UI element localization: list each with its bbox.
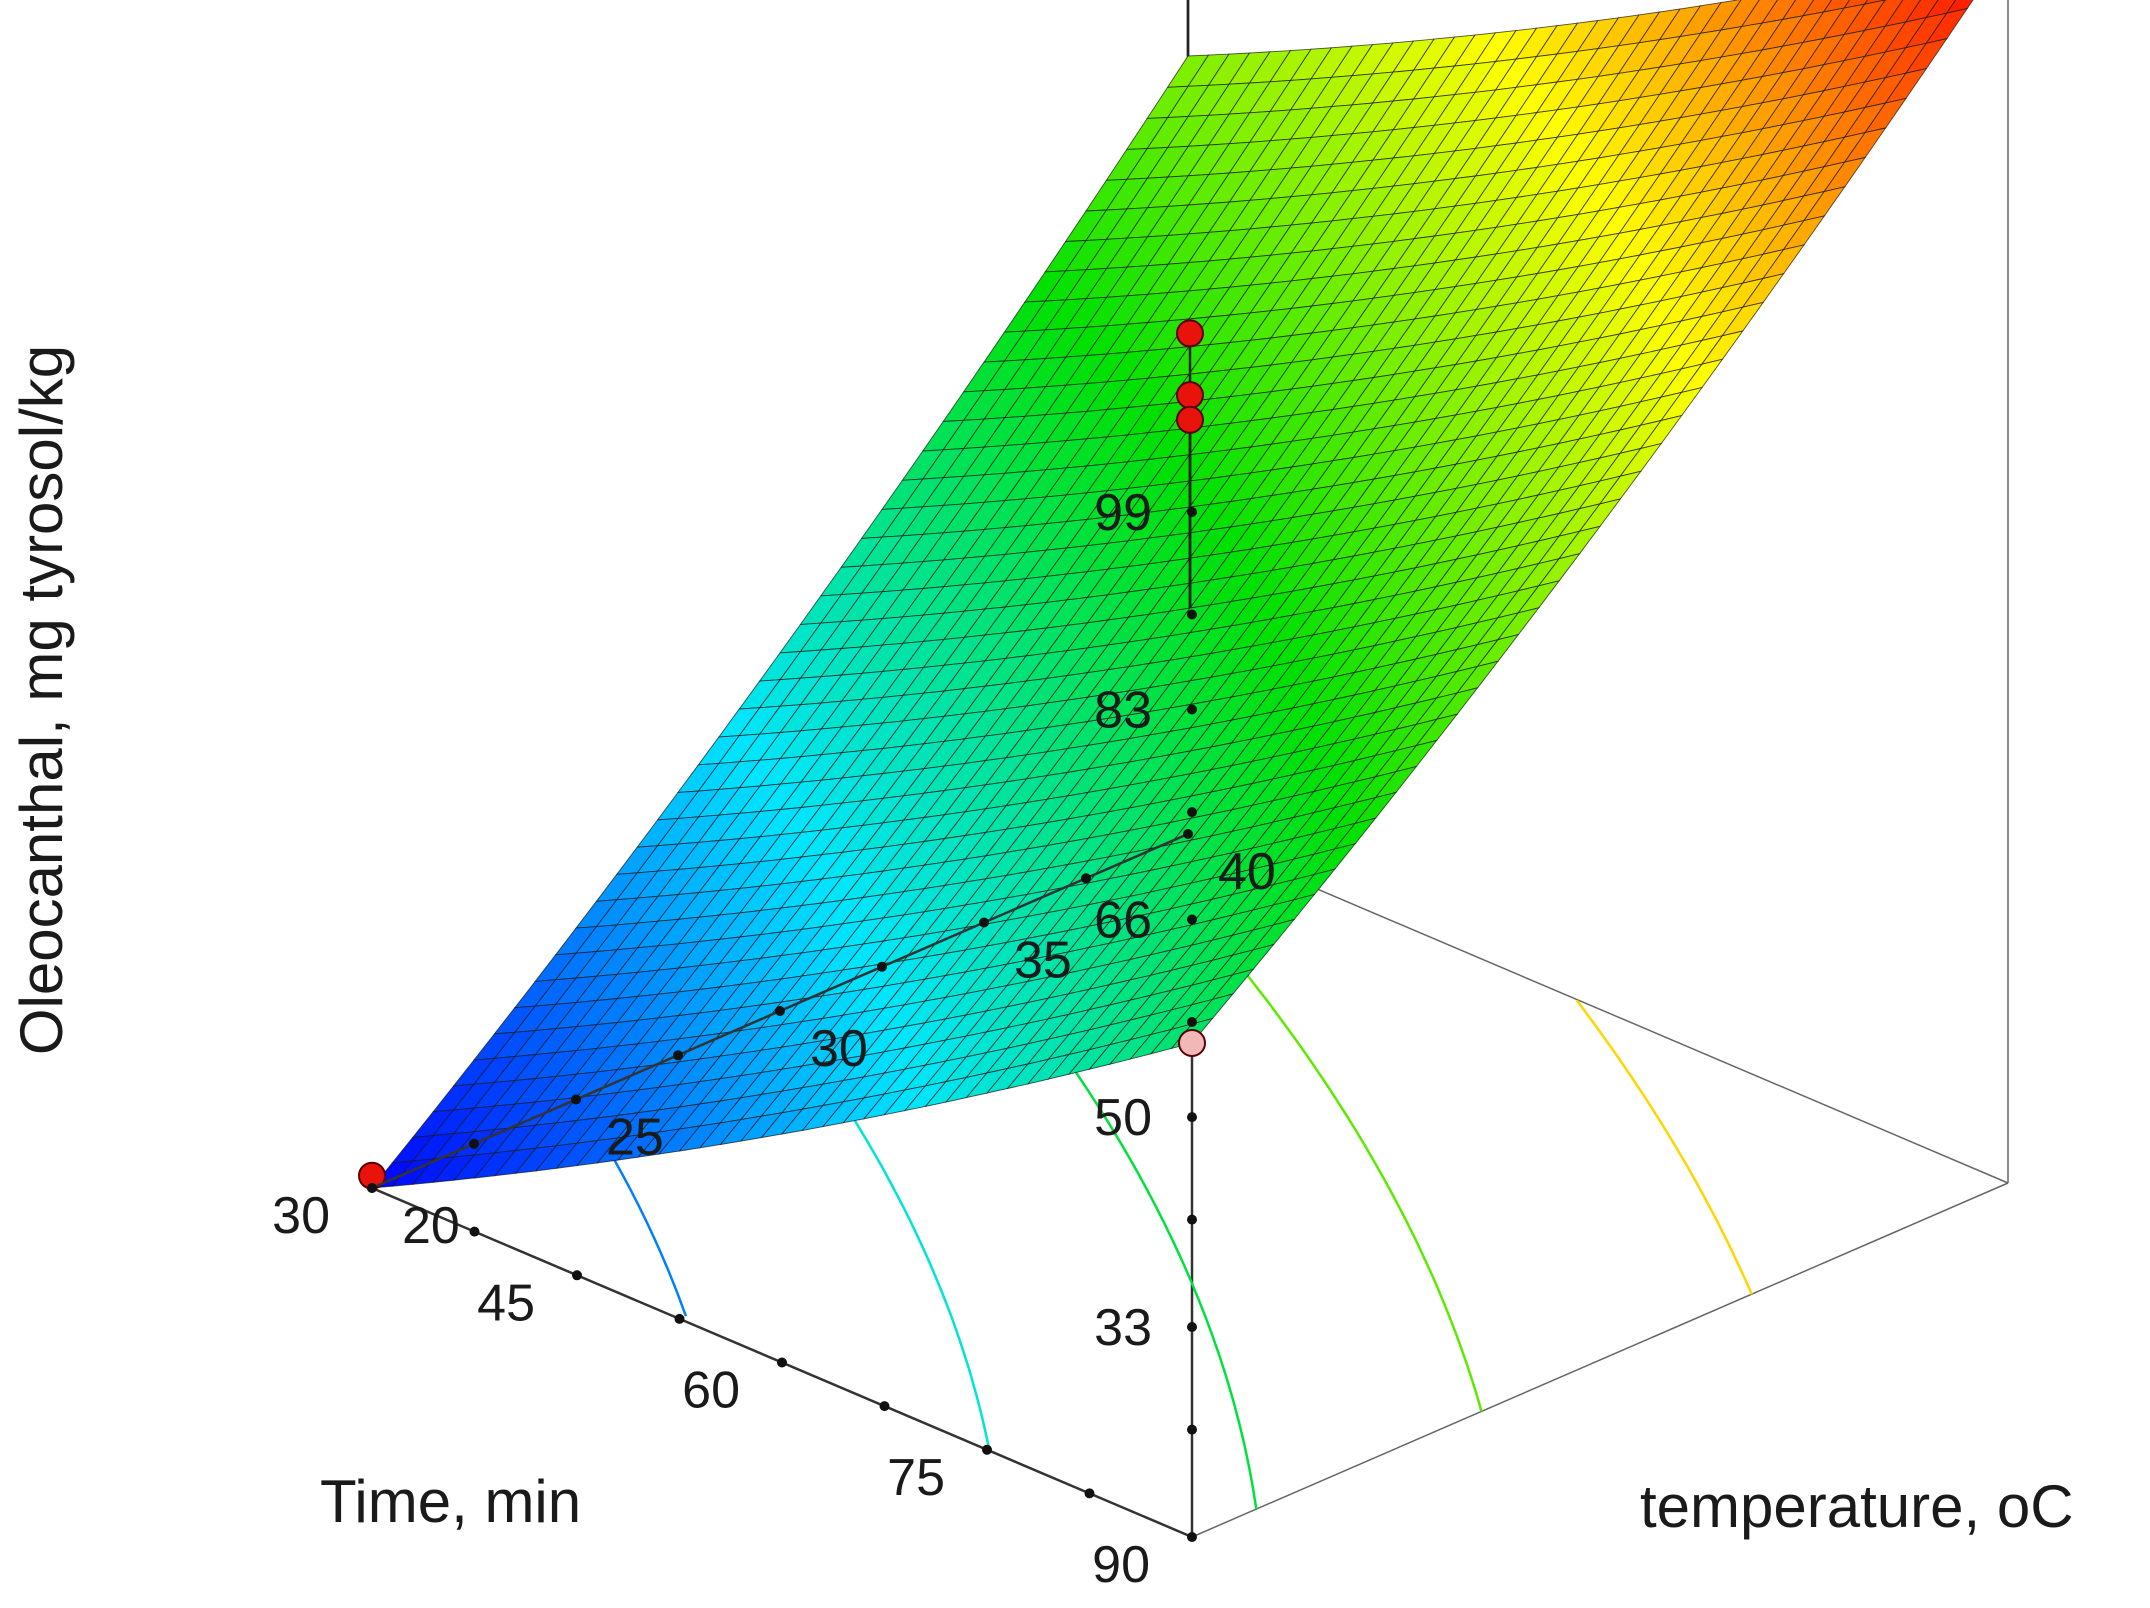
- y-tick-label: 40: [1218, 843, 1276, 901]
- axis-ticks: 90 75 60 45 30 20 25 30 35 40 99 83 66 50 33: [272, 484, 1276, 1594]
- z-tick-label: 33: [1094, 1299, 1152, 1357]
- y-tick-mark: [775, 1006, 785, 1016]
- design-point-2: [1178, 1029, 1206, 1057]
- z-tick-label: 83: [1094, 682, 1152, 740]
- x-tick-minor: [674, 1313, 685, 1324]
- floor-back-edge-temperature: [1187, 833, 2009, 1184]
- y-tick-label: 35: [1014, 932, 1072, 990]
- y-tick-mark: [1183, 829, 1193, 839]
- y-tick-minor: [673, 1050, 683, 1061]
- x-tick-mark: [572, 1270, 582, 1281]
- z-tick-minor: [1187, 1017, 1197, 1027]
- y-tick-minor: [1081, 873, 1091, 884]
- x-tick-label: 75: [887, 1449, 945, 1507]
- z-tick-mark: [1187, 507, 1197, 517]
- z-tick-minor: [1187, 1214, 1197, 1225]
- z-tick-minor: [1187, 609, 1197, 620]
- y-tick-mark: [571, 1094, 581, 1105]
- design-point-4: [1176, 319, 1204, 348]
- x-tick-mark: [982, 1444, 992, 1455]
- design-point-6: [1176, 405, 1204, 434]
- y-axis-label: temperature, oC: [1640, 1473, 2074, 1540]
- z-tick-mark: [1187, 1322, 1197, 1332]
- floor-back-edge-time: [1191, 1182, 2009, 1538]
- x-tick-minor: [469, 1226, 480, 1237]
- y-tick-label: 25: [606, 1109, 664, 1167]
- z-tick-label: 66: [1094, 892, 1152, 950]
- z-tick-label: 50: [1094, 1089, 1152, 1147]
- y-tick-minor: [877, 961, 887, 972]
- y-tick-minor: [469, 1138, 479, 1149]
- y-axis-label-unit: oC: [1997, 1473, 2074, 1540]
- z-tick-minor: [1187, 807, 1197, 818]
- y-tick-mark: [979, 917, 989, 928]
- x-tick-label: 30: [272, 1187, 330, 1245]
- y-tick-label: 30: [810, 1020, 868, 1078]
- x-tick-minor: [879, 1401, 890, 1412]
- y-tick-mark: [367, 1183, 377, 1193]
- z-axis-label: Oleocanthal, mg tyrosol/kg: [8, 345, 75, 1055]
- x-tick-label: 60: [682, 1362, 740, 1420]
- contour-line-5: [1575, 999, 1753, 1295]
- y-axis-label-main: temperature,: [1640, 1473, 1997, 1540]
- z-tick-mark: [1187, 1112, 1197, 1123]
- x-tick-label: 45: [477, 1274, 535, 1332]
- z-tick-minor: [1187, 1424, 1197, 1435]
- z-tick-mark: [1187, 914, 1197, 925]
- z-tick-mark: [1187, 704, 1197, 715]
- x-tick-mark: [777, 1357, 787, 1368]
- x-tick-label: 90: [1092, 1536, 1150, 1594]
- x-axis-label: Time, min: [320, 1468, 581, 1535]
- y-tick-label: 20: [402, 1197, 460, 1255]
- x-tick-minor: [1084, 1488, 1095, 1499]
- design-point-5: [1176, 381, 1204, 410]
- x-tick-mark: [1187, 1532, 1197, 1542]
- response-surface: [370, 0, 1974, 1189]
- z-tick-label: 99: [1094, 484, 1152, 542]
